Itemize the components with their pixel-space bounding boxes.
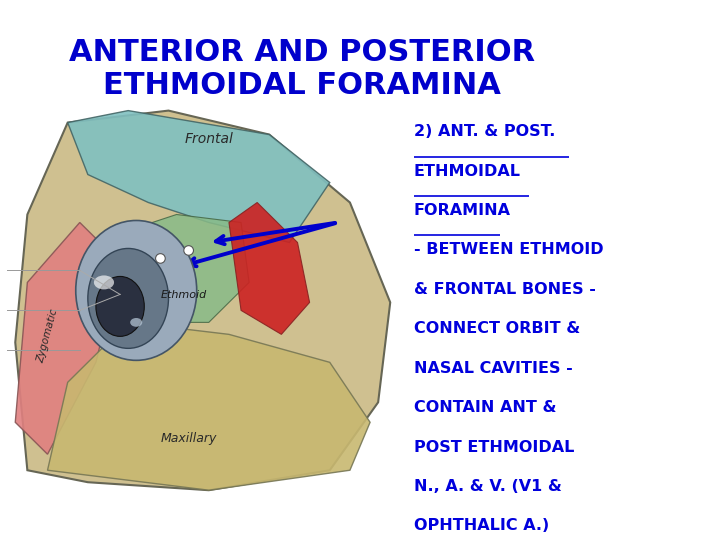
Text: Zygomatic: Zygomatic (35, 308, 60, 364)
Polygon shape (128, 214, 249, 322)
Ellipse shape (88, 248, 168, 348)
Polygon shape (15, 111, 390, 490)
Ellipse shape (94, 275, 114, 289)
Text: POST ETHMOIDAL: POST ETHMOIDAL (414, 440, 575, 455)
Text: CONTAIN ANT &: CONTAIN ANT & (414, 400, 557, 415)
Ellipse shape (76, 220, 197, 360)
Text: ETHMOIDAL: ETHMOIDAL (414, 164, 521, 179)
Text: Maxillary: Maxillary (161, 432, 217, 445)
Circle shape (184, 246, 194, 255)
Text: & FRONTAL BONES -: & FRONTAL BONES - (414, 282, 596, 297)
Text: Frontal: Frontal (184, 132, 233, 146)
Polygon shape (229, 202, 310, 334)
Text: FORAMINA: FORAMINA (414, 203, 511, 218)
Text: NASAL CAVITIES -: NASAL CAVITIES - (414, 361, 572, 376)
Polygon shape (68, 111, 330, 242)
Text: Ethmoid: Ethmoid (161, 291, 207, 300)
Ellipse shape (96, 276, 144, 336)
Text: 2) ANT. & POST.: 2) ANT. & POST. (414, 124, 555, 139)
Text: ANTERIOR AND POSTERIOR
ETHMOIDAL FORAMINA: ANTERIOR AND POSTERIOR ETHMOIDAL FORAMIN… (69, 38, 536, 100)
Circle shape (156, 254, 166, 263)
Text: CONNECT ORBIT &: CONNECT ORBIT & (414, 321, 580, 336)
Text: OPHTHALIC A.): OPHTHALIC A.) (414, 518, 549, 534)
Polygon shape (48, 322, 370, 490)
Polygon shape (15, 222, 120, 454)
Ellipse shape (130, 318, 143, 327)
Text: N., A. & V. (V1 &: N., A. & V. (V1 & (414, 479, 562, 494)
Text: - BETWEEN ETHMOID: - BETWEEN ETHMOID (414, 242, 603, 258)
